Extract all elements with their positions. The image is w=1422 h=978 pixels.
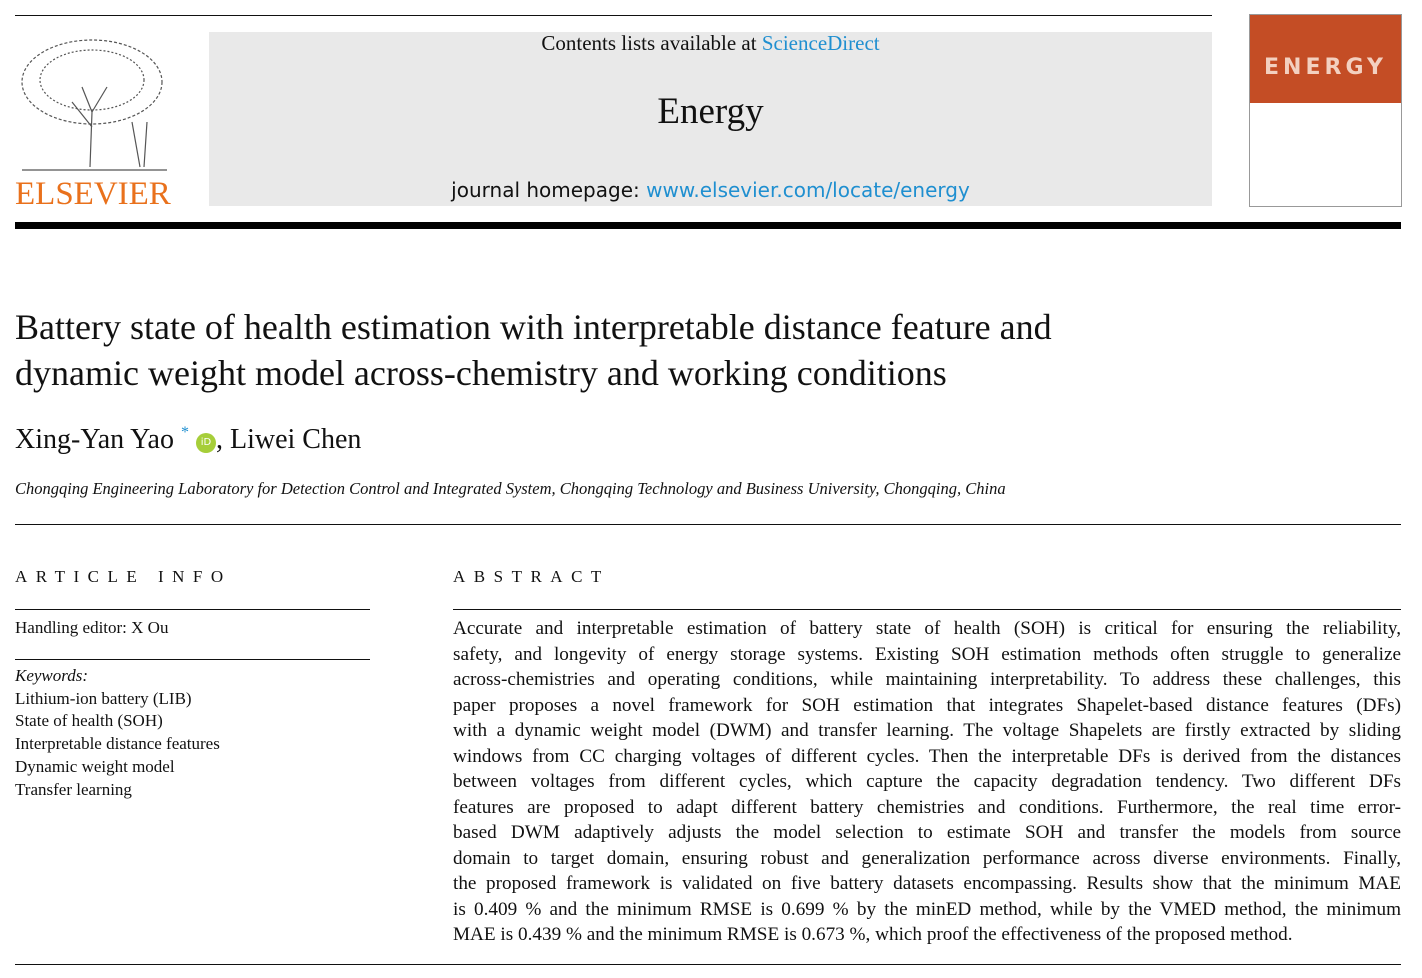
journal-name: Energy xyxy=(657,91,764,132)
abstract-line: the proposed framework is validated on f… xyxy=(453,873,1401,894)
sciencedirect-link[interactable]: ScienceDirect xyxy=(761,31,880,55)
keyword: State of health (SOH) xyxy=(15,711,163,731)
abstract-line: paper proposes a novel framework for SOH… xyxy=(453,694,1401,716)
abstract-line: Accurate and interpretable estimation of… xyxy=(453,618,1401,639)
title-line: dynamic weight model across-chemistry an… xyxy=(15,353,947,393)
abstract-heading: ABSTRACT xyxy=(453,567,610,586)
homepage-line: journal homepage: www.elsevier.com/locat… xyxy=(209,178,1212,202)
divider xyxy=(453,609,1401,610)
elsevier-tree-logo xyxy=(21,39,167,171)
abstract-line: windows from CC charging voltages of dif… xyxy=(453,745,1401,767)
abstract-line: between voltages from different cycles, … xyxy=(453,771,1401,792)
journal-cover-image: ENERGY xyxy=(1249,14,1402,207)
abstract-text: Accurate and interpretable estimation of… xyxy=(453,616,1401,948)
abstract-line: across-chemistries and operating conditi… xyxy=(453,669,1401,690)
corresponding-author-mark[interactable]: * xyxy=(180,424,189,441)
homepage-link[interactable]: www.elsevier.com/locate/energy xyxy=(646,178,970,202)
abstract-line: with a dynamic weight model (DWM) and tr… xyxy=(453,720,1401,741)
homepage-prefix: journal homepage: xyxy=(451,178,647,202)
keywords-section: Keywords: Lithium-ion battery (LIB) Stat… xyxy=(15,665,220,801)
keyword: Lithium-ion battery (LIB) xyxy=(15,688,192,708)
divider xyxy=(15,609,370,610)
cover-title: ENERGY xyxy=(1264,55,1387,80)
contents-line: Contents lists available at ScienceDirec… xyxy=(209,32,1212,54)
top-rule xyxy=(15,15,1212,16)
bottom-rule xyxy=(15,964,1401,965)
abstract-line: MAE is 0.439 % and the minimum RMSE is 0… xyxy=(453,924,1293,945)
author-name[interactable]: , Liwei Chen xyxy=(215,424,362,455)
handling-editor: Handling editor: X Ou xyxy=(15,618,169,637)
keywords-label: Keywords: xyxy=(15,666,89,685)
article-info-heading: ARTICLE INFO xyxy=(15,567,232,586)
abstract-line: features are proposed to adapt different… xyxy=(453,796,1401,818)
orcid-icon[interactable]: iD xyxy=(195,433,216,453)
divider xyxy=(15,524,1401,525)
publisher-logo-text: ELSEVIER xyxy=(15,176,171,212)
abstract-line: domain to target domain, ensuring robust… xyxy=(453,847,1401,869)
journal-header: Contents lists available at ScienceDirec… xyxy=(209,32,1212,206)
abstract-line: based DWM adaptively adjusts the model s… xyxy=(453,822,1401,843)
keyword: Transfer learning xyxy=(15,779,132,799)
contents-prefix: Contents lists available at xyxy=(541,31,762,55)
author-name[interactable]: Xing-Yan Yao xyxy=(15,424,174,455)
header-thick-bar xyxy=(15,222,1401,229)
affiliation: Chongqing Engineering Laboratory for Det… xyxy=(15,479,1006,498)
abstract-line: safety, and longevity of energy storage … xyxy=(453,643,1401,665)
divider xyxy=(15,659,370,660)
title-line: Battery state of health estimation with … xyxy=(15,307,1052,347)
keyword: Interpretable distance features xyxy=(15,734,220,754)
abstract-line: is 0.409 % and the minimum RMSE is 0.699… xyxy=(453,898,1401,920)
article-title: Battery state of health estimation with … xyxy=(15,304,1052,396)
keyword: Dynamic weight model xyxy=(15,756,175,776)
author-list: Xing-Yan Yao * iD, Liwei Chen xyxy=(15,424,361,456)
